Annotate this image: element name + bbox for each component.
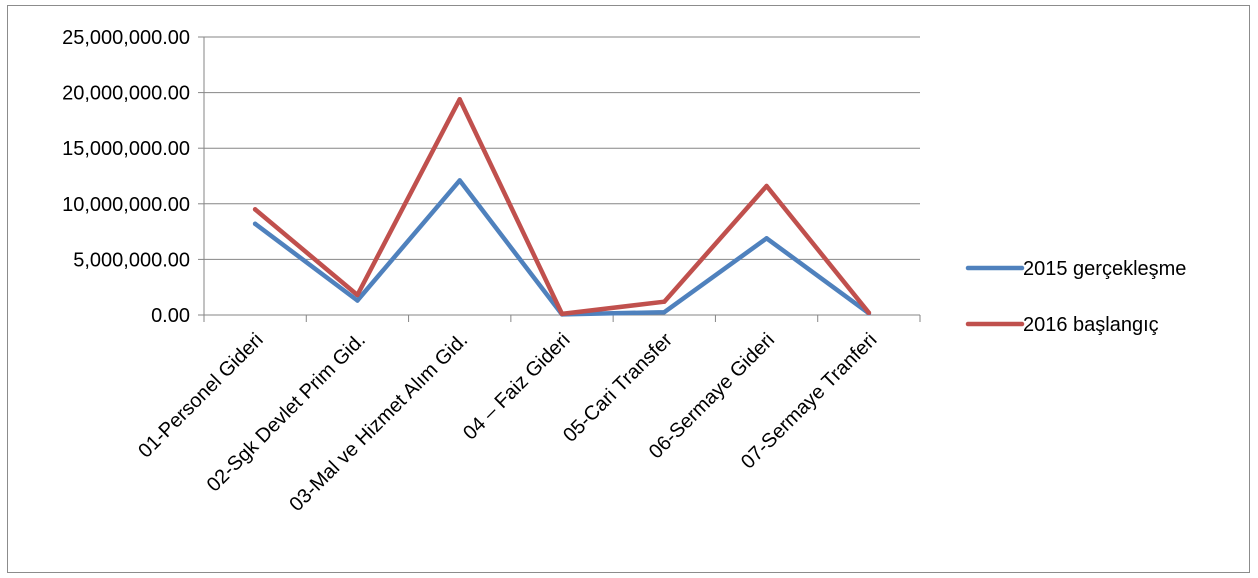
y-tick-label: 20,000,000.00 bbox=[62, 83, 190, 105]
data-point bbox=[662, 299, 667, 304]
y-axis-tick-labels: 0.00 5,000,000.00 10,000,000.00 15,000,000.… bbox=[62, 27, 190, 327]
data-point bbox=[457, 178, 462, 183]
gridlines bbox=[204, 36, 920, 260]
chart-frame bbox=[7, 5, 1250, 573]
x-tick-label: 05-Cari Transfer bbox=[559, 329, 677, 447]
legend-label: 2016 başlangıç bbox=[1023, 314, 1159, 336]
y-tick-label: 15,000,000.00 bbox=[62, 138, 190, 160]
data-point bbox=[764, 183, 769, 189]
data-point bbox=[252, 207, 258, 212]
series-line-2 bbox=[252, 97, 872, 317]
data-point bbox=[355, 292, 360, 298]
data-point bbox=[764, 236, 769, 241]
data-point bbox=[662, 310, 667, 315]
y-tick-label: 25,000,000.00 bbox=[62, 27, 190, 49]
data-point bbox=[355, 298, 360, 303]
axes bbox=[198, 36, 921, 322]
data-point bbox=[559, 311, 565, 317]
x-tick-label: 04 – Faiz Gideri bbox=[459, 329, 574, 444]
data-point bbox=[866, 310, 872, 315]
x-tick-label: 03-Mal ve Hizmet Alım Gid. bbox=[285, 329, 472, 516]
y-tick-label: 5,000,000.00 bbox=[73, 249, 190, 271]
data-point bbox=[457, 97, 462, 102]
y-tick-label: 10,000,000.00 bbox=[62, 194, 190, 216]
legend-label: 2015 gerçekleşme bbox=[1023, 258, 1186, 280]
series-lines bbox=[252, 97, 872, 317]
data-point bbox=[252, 221, 258, 227]
legend: 2015 gerçekleşme 2016 başlangıç bbox=[965, 258, 1186, 336]
y-tick-label: 0.00 bbox=[151, 305, 190, 327]
